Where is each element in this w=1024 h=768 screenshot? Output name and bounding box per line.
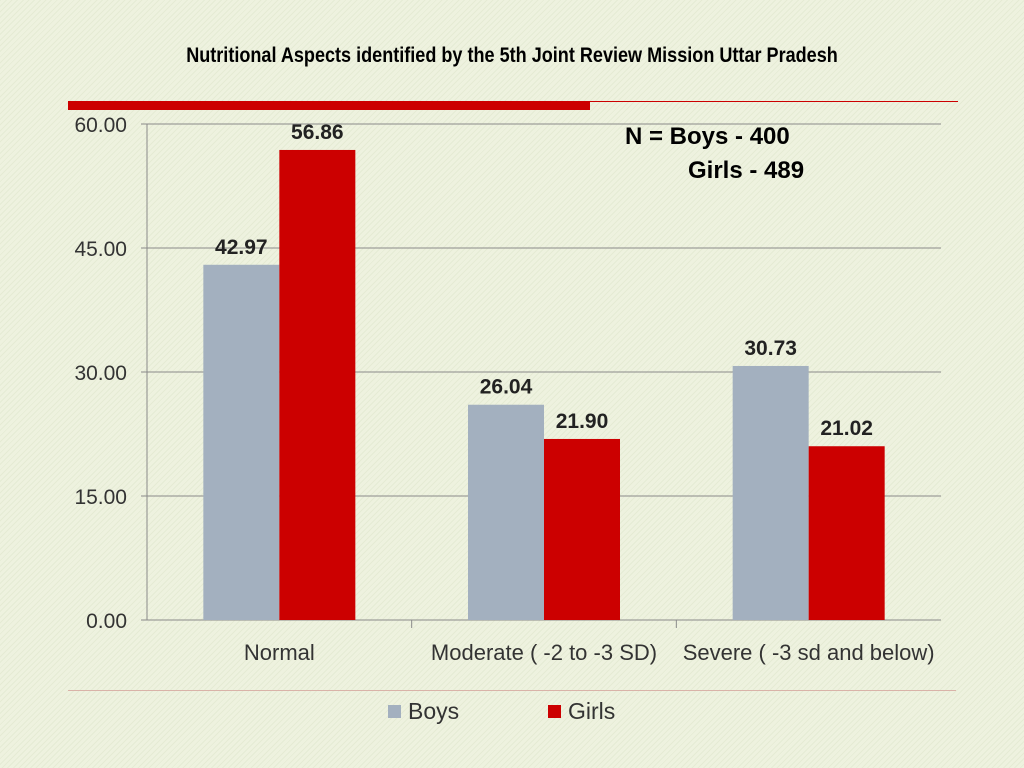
bar-girls (279, 149, 356, 620)
title-accent-line (590, 101, 958, 102)
title-accent-bar (68, 101, 590, 110)
y-tick-label: 45.00 (74, 238, 127, 261)
bar-boys (468, 404, 544, 620)
y-tick-label: 0.00 (86, 610, 127, 633)
data-label: 30.73 (744, 337, 797, 360)
data-label: 26.04 (480, 376, 533, 399)
x-category-label: Moderate ( -2 to -3 SD) (431, 640, 657, 665)
legend-swatch-girls (548, 705, 561, 718)
annotation-boys: N = Boys - 400 (625, 123, 790, 150)
x-category-label: Severe ( -3 sd and below) (683, 640, 935, 665)
data-label: 21.02 (820, 417, 873, 440)
bar-boys (732, 365, 809, 620)
bar-girls (544, 438, 620, 620)
legend-swatch-boys (388, 705, 401, 718)
legend-label-girls: Girls (568, 698, 616, 724)
y-tick-label: 15.00 (74, 486, 127, 509)
annotation-girls: Girls - 489 (688, 157, 805, 184)
legend-item-boys: Boys (388, 698, 459, 725)
data-label: 21.90 (556, 410, 609, 433)
bar-girls (808, 446, 885, 620)
legend-label-boys: Boys (408, 698, 460, 724)
sample-size-annotation: N = Boys - 400 Girls - 489 (625, 120, 804, 188)
data-label: 42.97 (215, 236, 268, 259)
x-category-label: Normal (244, 640, 315, 665)
y-tick-label: 60.00 (74, 114, 127, 137)
data-label: 56.86 (291, 121, 344, 144)
bar-boys (203, 264, 280, 620)
chart-title: Nutritional Aspects identified by the 5t… (186, 44, 838, 67)
legend-item-girls: Girls (548, 698, 615, 725)
bottom-divider (68, 690, 956, 691)
y-tick-label: 30.00 (74, 362, 127, 385)
chart-legend: Boys Girls (388, 698, 648, 724)
